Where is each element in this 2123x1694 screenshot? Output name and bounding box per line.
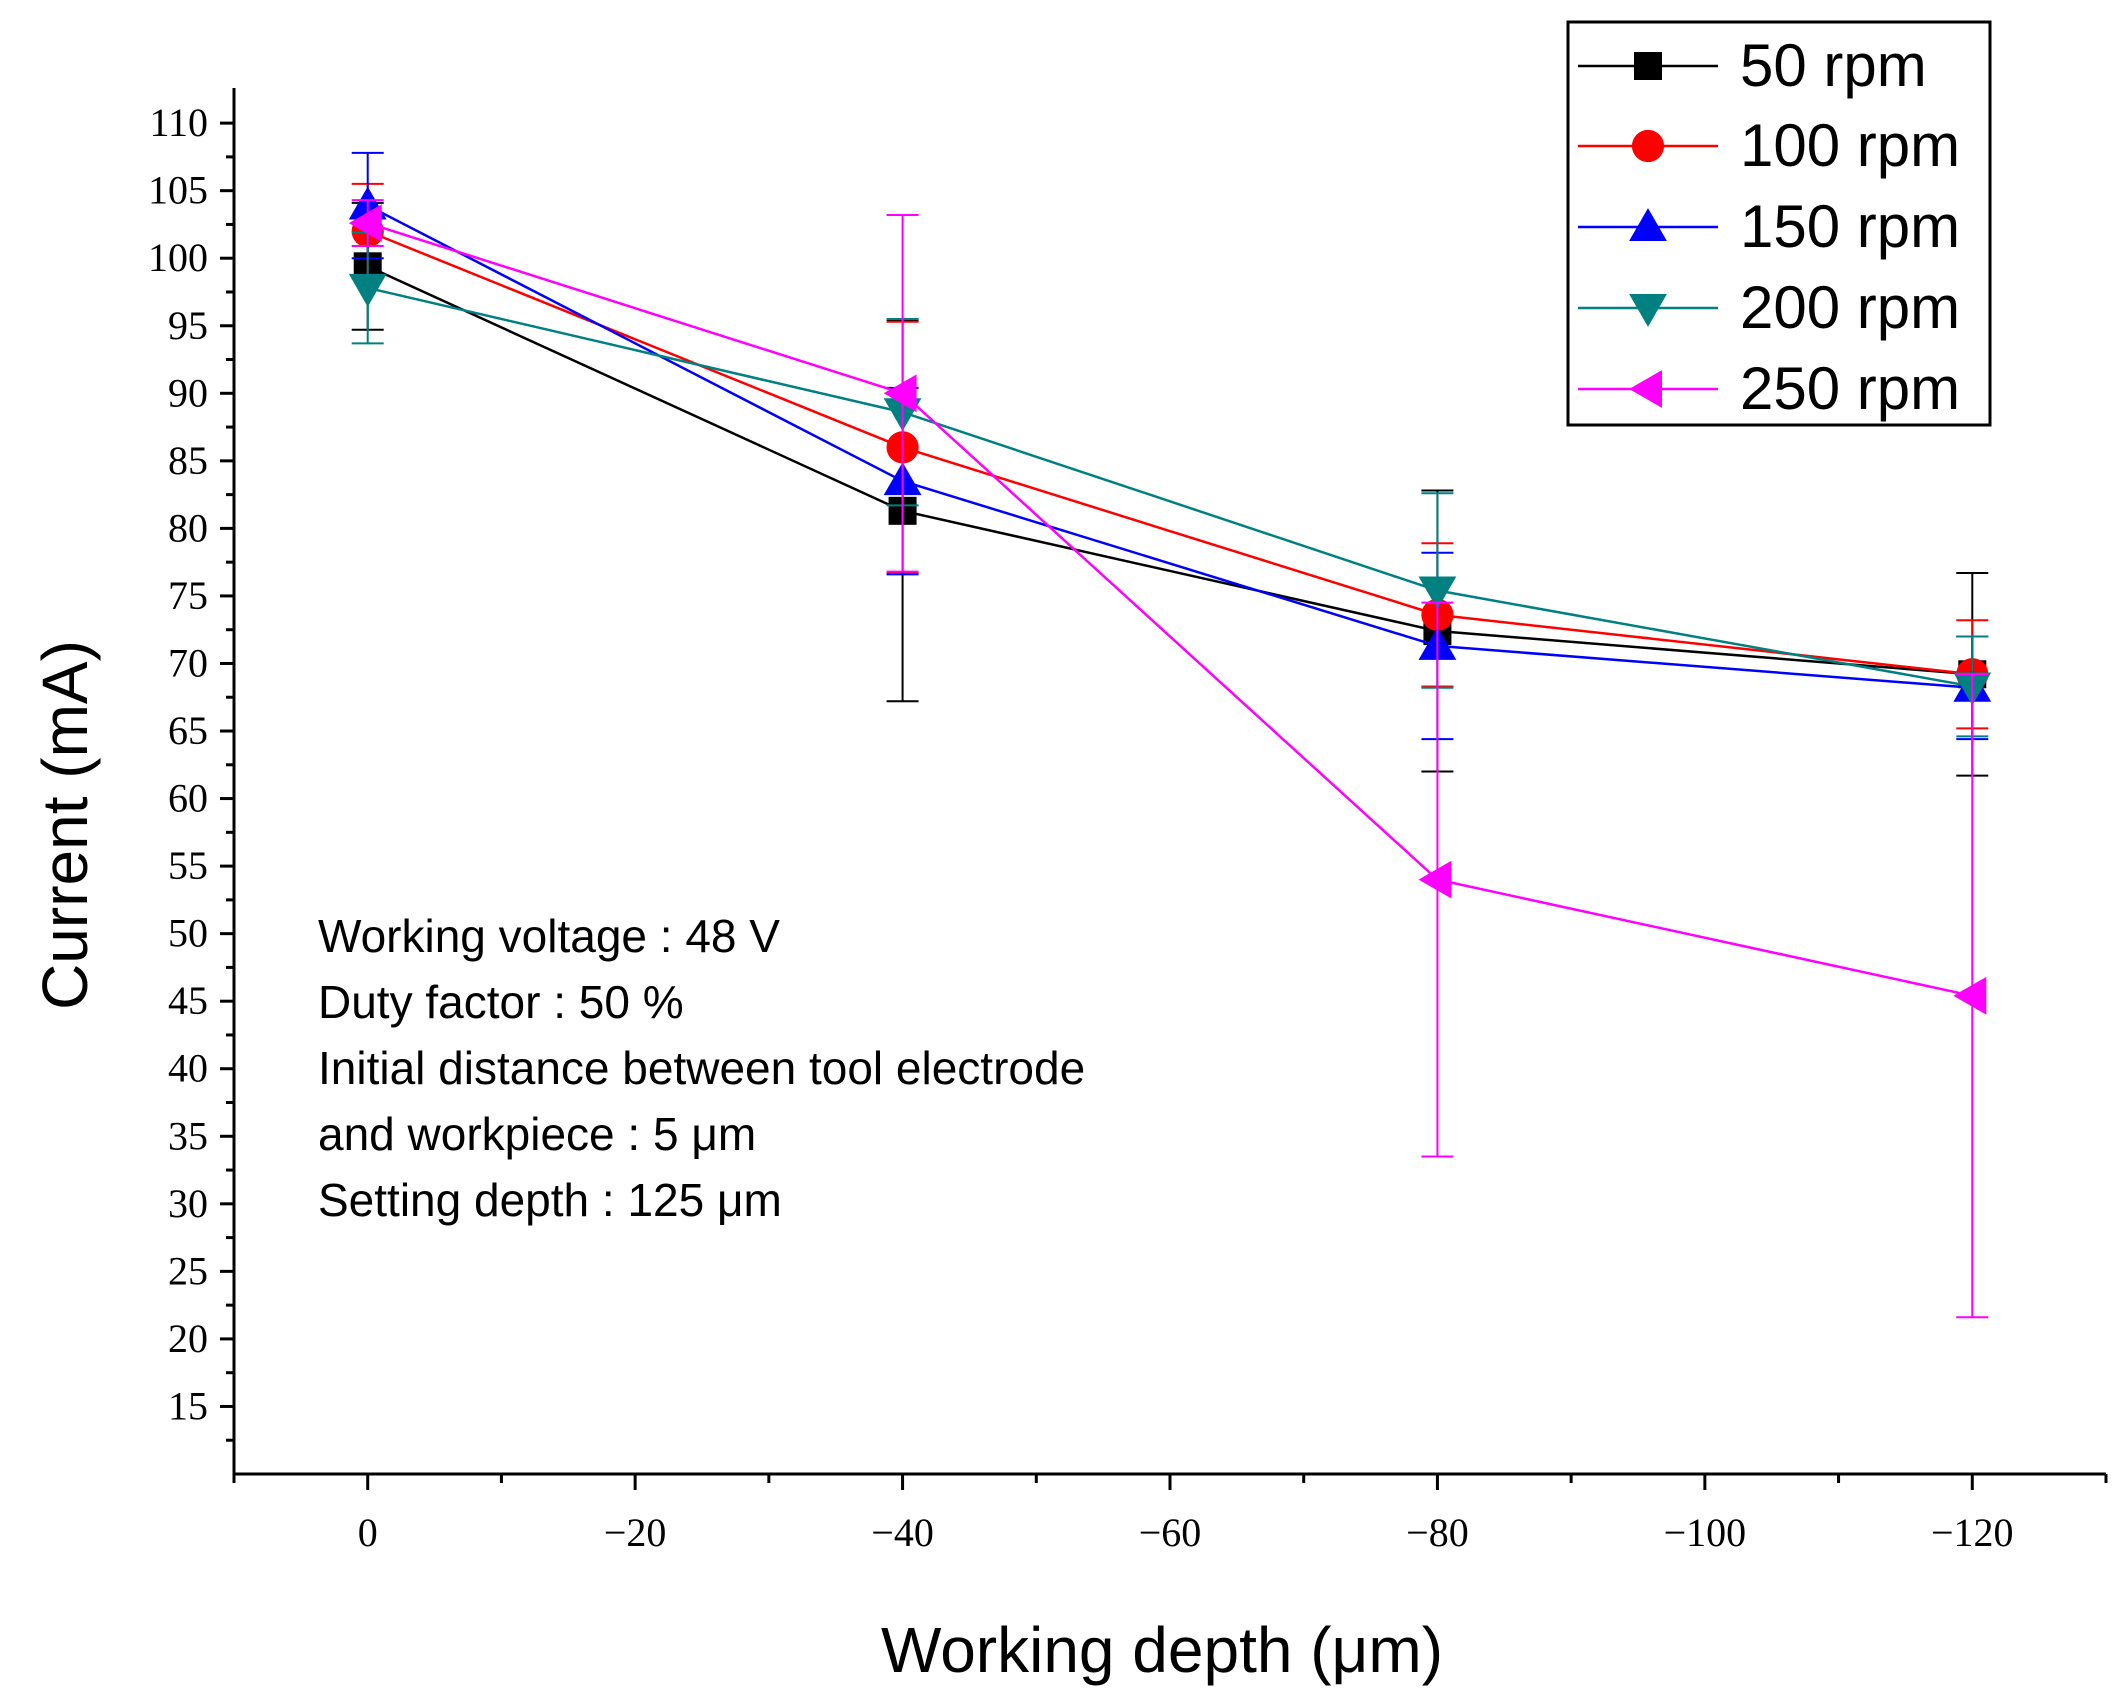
- series-250-rpm: [348, 199, 1989, 1319]
- y-tick-label: 75: [168, 573, 208, 618]
- annotation-line: Initial distance between tool electrode: [318, 1042, 1085, 1094]
- x-tick-label: −40: [871, 1510, 934, 1555]
- legend-marker: [1629, 208, 1667, 241]
- data-point: [1418, 860, 1452, 899]
- y-tick-label: 100: [148, 235, 208, 280]
- legend: 50 rpm 100 rpm 150 rpm 200 rpm 250 rpm: [1566, 20, 1992, 427]
- annotation-line: Working voltage : 48 V: [318, 910, 780, 962]
- y-tick-label: 35: [168, 1113, 208, 1158]
- data-point: [1953, 976, 1987, 1015]
- legend-marker: [1629, 370, 1662, 408]
- annotation-line: Setting depth : 125 μm: [318, 1174, 782, 1226]
- data-point: [883, 374, 917, 413]
- y-tick-label: 80: [168, 505, 208, 550]
- x-axis-title: Working depth (μm): [881, 1614, 1443, 1686]
- x-tick-label: −60: [1139, 1510, 1202, 1555]
- legend-frame: [1566, 20, 1992, 427]
- y-tick-label: 70: [168, 640, 208, 685]
- y-tick-label: 40: [168, 1046, 208, 1091]
- series-layer: [348, 151, 1992, 1319]
- y-tick-label: 85: [168, 438, 208, 483]
- x-tick-label: 0: [358, 1510, 378, 1555]
- x-tick-label: −100: [1664, 1510, 1747, 1555]
- legend-label: 200 rpm: [1740, 274, 1960, 341]
- y-axis-title: Current (mA): [29, 640, 101, 1010]
- data-point: [348, 204, 382, 242]
- y-tick-label: 25: [168, 1248, 208, 1293]
- legend-marker: [1634, 52, 1662, 80]
- y-tick-label: 105: [148, 168, 208, 213]
- series-line: [367, 221, 1973, 998]
- legend-label: 50 rpm: [1740, 32, 1927, 99]
- y-tick-label: 60: [168, 776, 208, 821]
- legend-label: 150 rpm: [1740, 193, 1960, 260]
- legend-label: 100 rpm: [1740, 112, 1960, 179]
- data-point: [1418, 576, 1457, 610]
- y-tick-label: 20: [168, 1316, 208, 1361]
- y-tick-label: 45: [168, 978, 208, 1023]
- legend-marker: [1631, 129, 1665, 163]
- legend-marker: [1629, 294, 1667, 327]
- series-line: [367, 230, 1973, 676]
- legend-label: 250 rpm: [1740, 355, 1960, 422]
- annotation-line: and workpiece : 5 μm: [318, 1108, 756, 1160]
- x-tick-label: −120: [1931, 1510, 2014, 1555]
- series-line: [367, 204, 1973, 690]
- series-line: [367, 265, 1973, 676]
- y-tick-label: 50: [168, 911, 208, 956]
- annotation-box: Working voltage : 48 V Duty factor : 50 …: [318, 910, 1085, 1226]
- x-tick-label: −80: [1406, 1510, 1469, 1555]
- x-tick-label: −20: [604, 1510, 667, 1555]
- series-line: [367, 286, 1973, 688]
- legend-marks: [1578, 52, 1718, 408]
- annotation-line: Duty factor : 50 %: [318, 976, 684, 1028]
- y-tick-label: 55: [168, 843, 208, 888]
- ticks: 15 20 25 30 35 40 45 50 55 60 65 70 75 80 85 90 95 100 105…: [148, 100, 2108, 1555]
- y-tick-label: 15: [168, 1383, 208, 1428]
- y-tick-label: 110: [149, 100, 208, 145]
- y-tick-label: 65: [168, 708, 208, 753]
- y-tick-label: 90: [168, 370, 208, 415]
- y-tick-label: 30: [168, 1181, 208, 1226]
- data-point: [348, 273, 387, 307]
- y-tick-label: 95: [168, 303, 208, 348]
